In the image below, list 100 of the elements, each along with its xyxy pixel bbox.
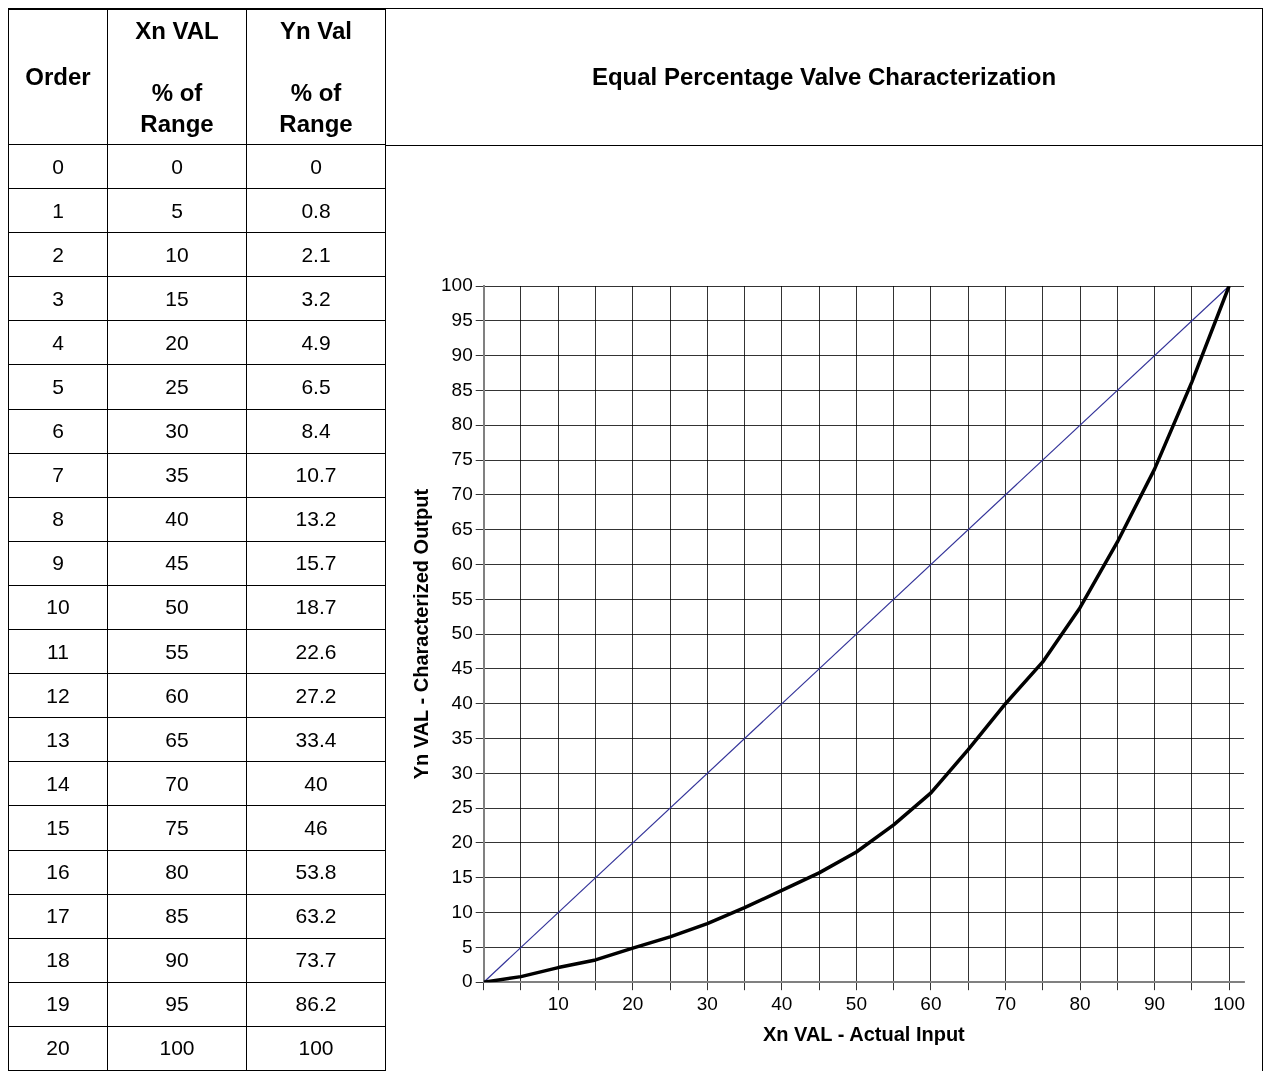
text: 25 [165, 375, 189, 400]
text: 15.7 [295, 551, 337, 576]
y-tick-label: 40 [451, 691, 473, 713]
y-tick-label: 60 [451, 552, 473, 574]
text: 11 [47, 639, 69, 664]
text: 0 [52, 154, 64, 179]
text: 8 [52, 507, 64, 532]
text: 73.7 [295, 948, 337, 973]
y-tick-label: 55 [451, 587, 473, 609]
text: 2 [52, 242, 64, 267]
text: 3.2 [301, 286, 331, 311]
text: 86.2 [295, 992, 337, 1017]
x-tick-label: 20 [622, 992, 644, 1014]
text: 50 [165, 595, 189, 620]
text: 40 [304, 771, 328, 796]
text: 80 [165, 860, 189, 885]
y-tick-label: 100 [441, 274, 473, 296]
text: 60 [165, 683, 189, 708]
text: 8.4 [301, 419, 331, 444]
text: 17 [46, 904, 70, 929]
x-tick-label: 60 [920, 992, 942, 1014]
y-tick-label: 75 [451, 448, 473, 470]
y-tick-label: 0 [462, 970, 473, 992]
text: 6.5 [301, 375, 331, 400]
text: 12 [46, 683, 70, 708]
y-tick-label: 80 [451, 413, 473, 435]
text: 90 [165, 948, 189, 973]
text: 33.4 [295, 727, 337, 752]
text: 75 [165, 815, 189, 840]
text: 10 [46, 595, 70, 620]
text: 100 [298, 1036, 334, 1061]
text: 20 [46, 1036, 70, 1061]
x-tick-label: 70 [994, 992, 1017, 1014]
y-tick-label: 25 [451, 796, 473, 818]
text: Yn Val [279, 15, 353, 46]
text: % of Range [139, 78, 215, 140]
text: 9 [52, 551, 64, 576]
text: 4 [52, 330, 64, 355]
text: 3 [52, 286, 64, 311]
text: 18 [46, 948, 70, 973]
y-tick-label: 95 [451, 309, 473, 331]
text: 0 [310, 154, 322, 179]
text: 6 [52, 419, 64, 444]
text: 35 [165, 463, 189, 488]
text: 30 [165, 419, 189, 444]
y-tick-label: 70 [451, 483, 473, 505]
text: 19 [46, 992, 70, 1017]
text: Order [25, 62, 91, 93]
y-tick-label: 10 [451, 900, 473, 922]
x-axis-title: Xn VAL - Actual Input [762, 1022, 966, 1045]
text: 10.7 [295, 463, 337, 488]
y-tick-label: 65 [451, 517, 473, 539]
text: 40 [165, 507, 189, 532]
text: 0 [171, 154, 183, 179]
text: 16 [46, 860, 70, 885]
y-tick-label: 45 [451, 657, 473, 679]
text: 13 [46, 727, 70, 752]
text: 95 [165, 992, 189, 1017]
text: 13.2 [295, 507, 337, 532]
y-tick-label: 50 [451, 622, 473, 644]
text: 10 [165, 242, 189, 267]
x-tick-label: 90 [1143, 992, 1166, 1014]
y-tick-label: 20 [451, 831, 473, 853]
x-tick-label: 50 [845, 992, 867, 1014]
text: 5 [52, 375, 64, 400]
x-tick-label: 100 [1213, 992, 1245, 1014]
x-tick-label: 30 [696, 992, 718, 1014]
text: 20 [165, 330, 189, 355]
text: 53.8 [295, 860, 337, 885]
text: 15 [165, 286, 189, 311]
text: 5 [171, 198, 183, 223]
text: 27.2 [295, 683, 337, 708]
text: 65 [165, 727, 189, 752]
chart-title: Equal Percentage Valve Characterization [386, 9, 1262, 146]
x-tick-label: 80 [1069, 992, 1091, 1014]
text: Xn VAL [135, 15, 219, 46]
text: 100 [159, 1036, 195, 1061]
x-tick-label: 10 [547, 992, 569, 1014]
y-tick-label: 5 [462, 935, 473, 957]
y-tick-label: 30 [451, 761, 473, 783]
text: 0.8 [301, 198, 331, 223]
text: 22.6 [295, 639, 337, 664]
y-tick-label: 15 [451, 866, 473, 887]
y-tick-label: 85 [451, 378, 473, 400]
text: 14 [46, 771, 70, 796]
text: % of Range [278, 78, 354, 140]
text: 63.2 [295, 904, 337, 929]
text: 85 [165, 904, 189, 929]
text: 45 [165, 551, 189, 576]
y-tick-label: 35 [451, 726, 473, 748]
text: 46 [304, 815, 328, 840]
text: 1 [52, 198, 64, 223]
text: 55 [165, 639, 189, 664]
text: 7 [52, 463, 64, 488]
text: 4.9 [301, 330, 331, 355]
y-axis-title: Yn VAL - Characterized Output [409, 488, 432, 780]
text: 18.7 [295, 595, 337, 620]
text: 15 [46, 815, 70, 840]
text: 70 [165, 771, 189, 796]
text: 2.1 [301, 242, 331, 267]
